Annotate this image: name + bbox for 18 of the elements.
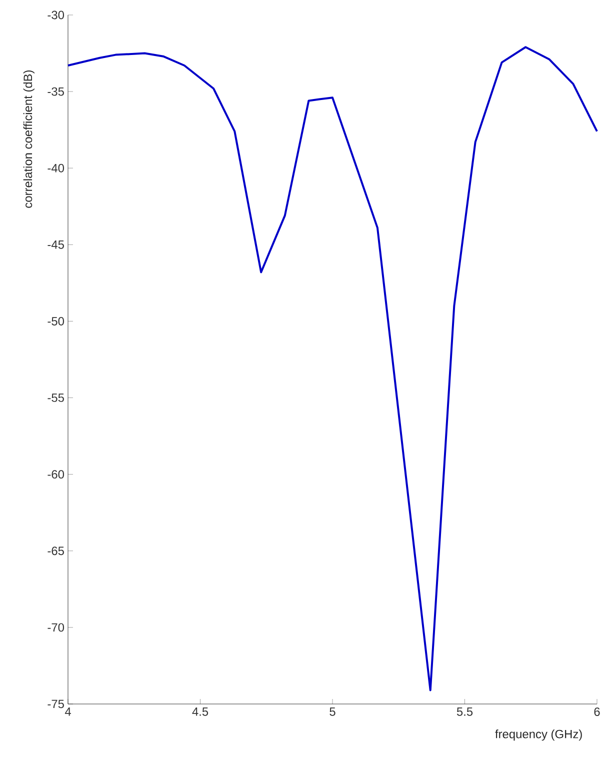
- line-series: [67, 46, 598, 692]
- x-tick-label: 4.5: [192, 708, 208, 716]
- y-tick-label: -35: [48, 87, 64, 96]
- y-tick-label: -65: [48, 546, 64, 556]
- x-tick-label: 6: [594, 708, 600, 716]
- x-tick-label: 5.5: [456, 708, 473, 716]
- x-tick-label: 5: [330, 708, 336, 716]
- y-tick-label: -45: [48, 240, 64, 249]
- y-tick-label: -75: [48, 700, 64, 708]
- y-axis-title: correlation coefficient (dB): [23, 70, 34, 208]
- y-tick-label: -30: [48, 10, 64, 20]
- y-tick-label: -70: [48, 623, 64, 632]
- y-tick-label: -50: [48, 316, 64, 326]
- x-tick-label: 4: [64, 708, 71, 716]
- y-tick-label: -55: [48, 394, 64, 402]
- y-tick-label: -60: [48, 470, 64, 479]
- y-tick-label: -40: [48, 164, 64, 172]
- x-axis-title: frequency (GHz): [495, 730, 582, 741]
